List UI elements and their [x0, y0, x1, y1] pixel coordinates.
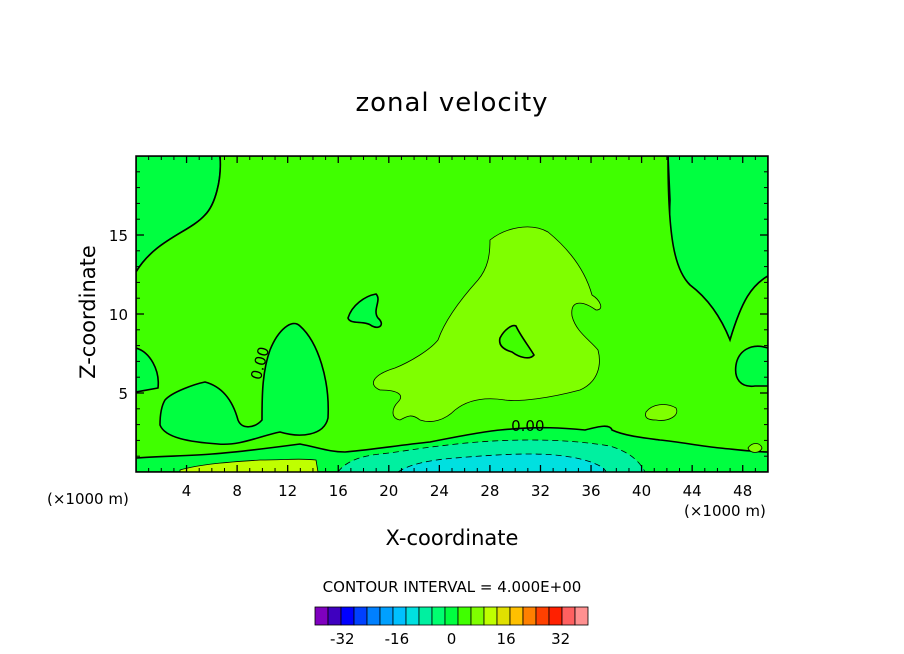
colorbar-swatch: [327, 606, 342, 626]
colorbar-swatch: [483, 606, 498, 626]
y-tick-label: 5: [118, 385, 128, 403]
colorbar-swatch: [444, 606, 459, 626]
chart-title: zonal velocity: [355, 88, 549, 118]
contour-interval-label: CONTOUR INTERVAL = 4.000E+00: [322, 578, 582, 596]
colorbar-swatch: [574, 606, 589, 626]
colorbar-swatch: [366, 606, 381, 626]
colorbar-swatch: [418, 606, 433, 626]
contour-region-small-blob: [347, 293, 383, 329]
contour-region-positive-center: [373, 226, 602, 422]
x-tick-label: 24: [430, 482, 449, 500]
contour-region-peak-inner: [498, 324, 535, 359]
colorbar-swatch: [379, 606, 394, 626]
contour-field: [136, 156, 768, 472]
x-tick-label: 12: [278, 482, 297, 500]
x-tick-label: 40: [632, 482, 651, 500]
colorbar-tick-label: -16: [385, 630, 410, 648]
x-tick-label: 20: [379, 482, 398, 500]
colorbar-tick-label: 32: [551, 630, 570, 648]
colorbar-tick-label: -32: [330, 630, 355, 648]
x-axis: 4 8 12 16 20 24 28 32 36 40 44 48: [148, 156, 756, 500]
colorbar-tick-label: 0: [447, 630, 457, 648]
contour-region-yellow-left: [179, 458, 319, 472]
colorbar-swatch: [405, 606, 420, 626]
contour-label: 0.00: [511, 417, 544, 435]
colorbar-ticks: -32 -16 0 16 32: [330, 630, 570, 648]
contour-region-right-mid: [734, 345, 768, 388]
y-tick-label: 15: [109, 227, 128, 245]
x-tick-label: 36: [581, 482, 600, 500]
y-axis-label: Z-coordinate: [76, 245, 100, 379]
colorbar-swatch: [392, 606, 407, 626]
x-unit-right: (×1000 m): [684, 502, 766, 520]
colorbar-swatch: [548, 606, 563, 626]
colorbar-swatch: [509, 606, 524, 626]
colorbar-swatch: [561, 606, 576, 626]
x-tick-label: 4: [182, 482, 192, 500]
colorbar-tick-label: 16: [497, 630, 516, 648]
colorbar: [314, 606, 589, 626]
contour-region-left-low: [136, 347, 160, 393]
colorbar-swatch: [353, 606, 368, 626]
contour-region-right-speck2: [747, 443, 763, 453]
y-axis: 5 10 15: [109, 171, 768, 457]
x-tick-label: 32: [531, 482, 550, 500]
y-tick-label: 10: [109, 306, 128, 324]
colorbar-swatch: [340, 606, 355, 626]
x-tick-label: 8: [232, 482, 242, 500]
x-tick-label: 48: [733, 482, 752, 500]
x-axis-label: X-coordinate: [385, 526, 519, 550]
x-unit-left: (×1000 m): [47, 490, 129, 508]
colorbar-swatch: [431, 606, 446, 626]
colorbar-swatch: [522, 606, 537, 626]
colorbar-swatch: [470, 606, 485, 626]
x-tick-label: 16: [329, 482, 348, 500]
contour-region-left-mid: [159, 322, 330, 446]
x-tick-label: 44: [683, 482, 702, 500]
colorbar-swatch: [496, 606, 511, 626]
colorbar-swatch: [314, 606, 329, 626]
x-tick-label: 28: [480, 482, 499, 500]
colorbar-swatch: [457, 606, 472, 626]
contour-region-negative-core: [397, 453, 607, 472]
contour-region-right-speck: [645, 404, 678, 421]
colorbar-swatch: [535, 606, 550, 626]
